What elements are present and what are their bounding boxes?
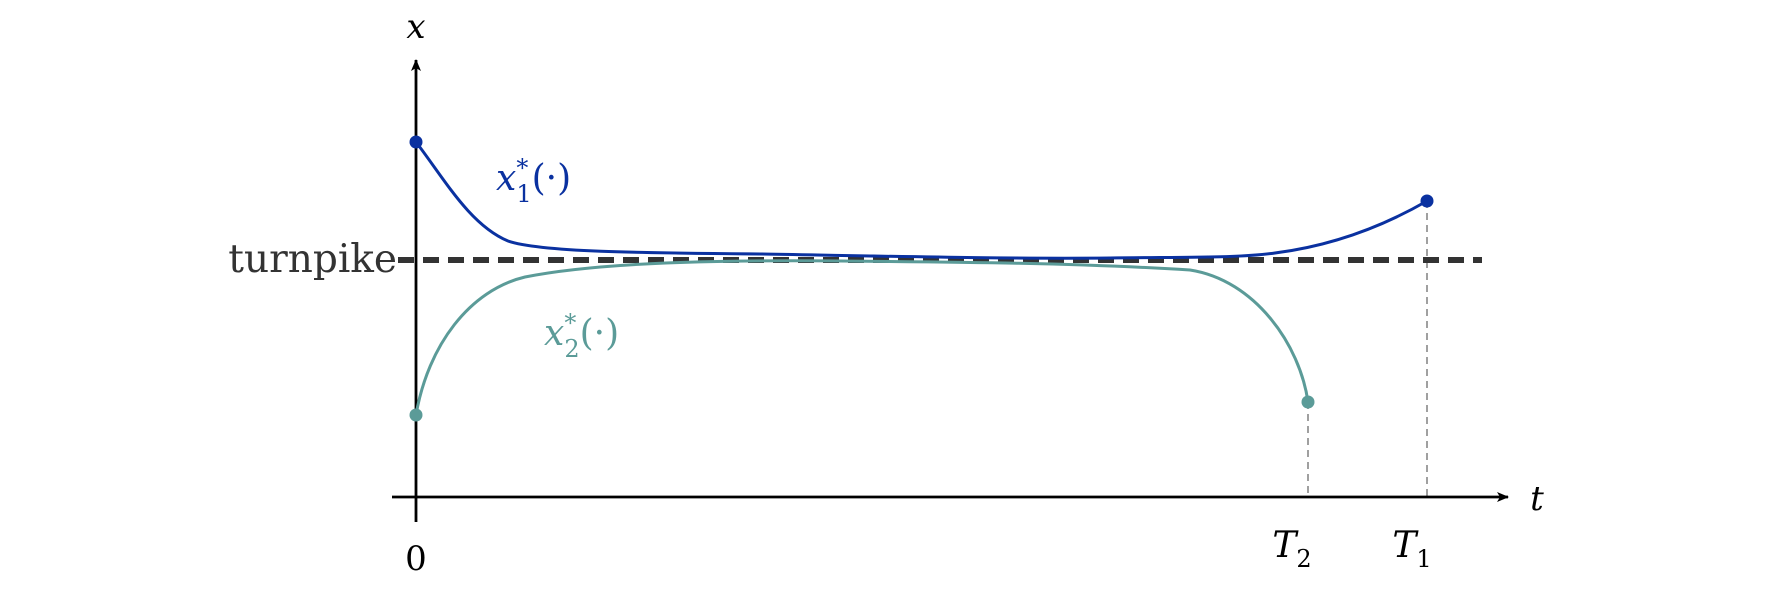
x2-label: x* 2(·): [544, 309, 619, 363]
t2-label-sub: 2: [1296, 545, 1311, 573]
t2-label-base: T: [1272, 525, 1299, 566]
x2-start-point: [409, 408, 423, 422]
origin-label: 0: [405, 539, 427, 579]
t2-label: T2: [1272, 525, 1311, 573]
x2-label-sup: *: [564, 309, 576, 337]
x1-curve: [414, 141, 1428, 260]
x2-end-point: [1301, 395, 1315, 409]
x2-curve: [414, 259, 1310, 416]
x2-label-sub: 2: [564, 335, 579, 363]
x-axis-label: t: [1530, 479, 1544, 519]
t1-label-sub: 1: [1416, 545, 1431, 573]
x1-label-arg: (·): [532, 158, 572, 199]
t1-label-base: T: [1392, 525, 1419, 566]
x1-label-base: x: [496, 158, 516, 199]
x1-label-sup: *: [516, 154, 528, 182]
turnpike-label: turnpike: [228, 237, 397, 282]
t1-label: T1: [1392, 525, 1431, 573]
x2-label-arg: (·): [580, 313, 620, 354]
x1-end-point: [1420, 194, 1434, 208]
x1-label-sub: 1: [516, 180, 531, 208]
y-axis-label: x: [406, 7, 425, 47]
x2-label-base: x: [544, 313, 564, 354]
x1-label: x* 1(·): [496, 154, 571, 208]
x1-start-point: [409, 135, 423, 149]
